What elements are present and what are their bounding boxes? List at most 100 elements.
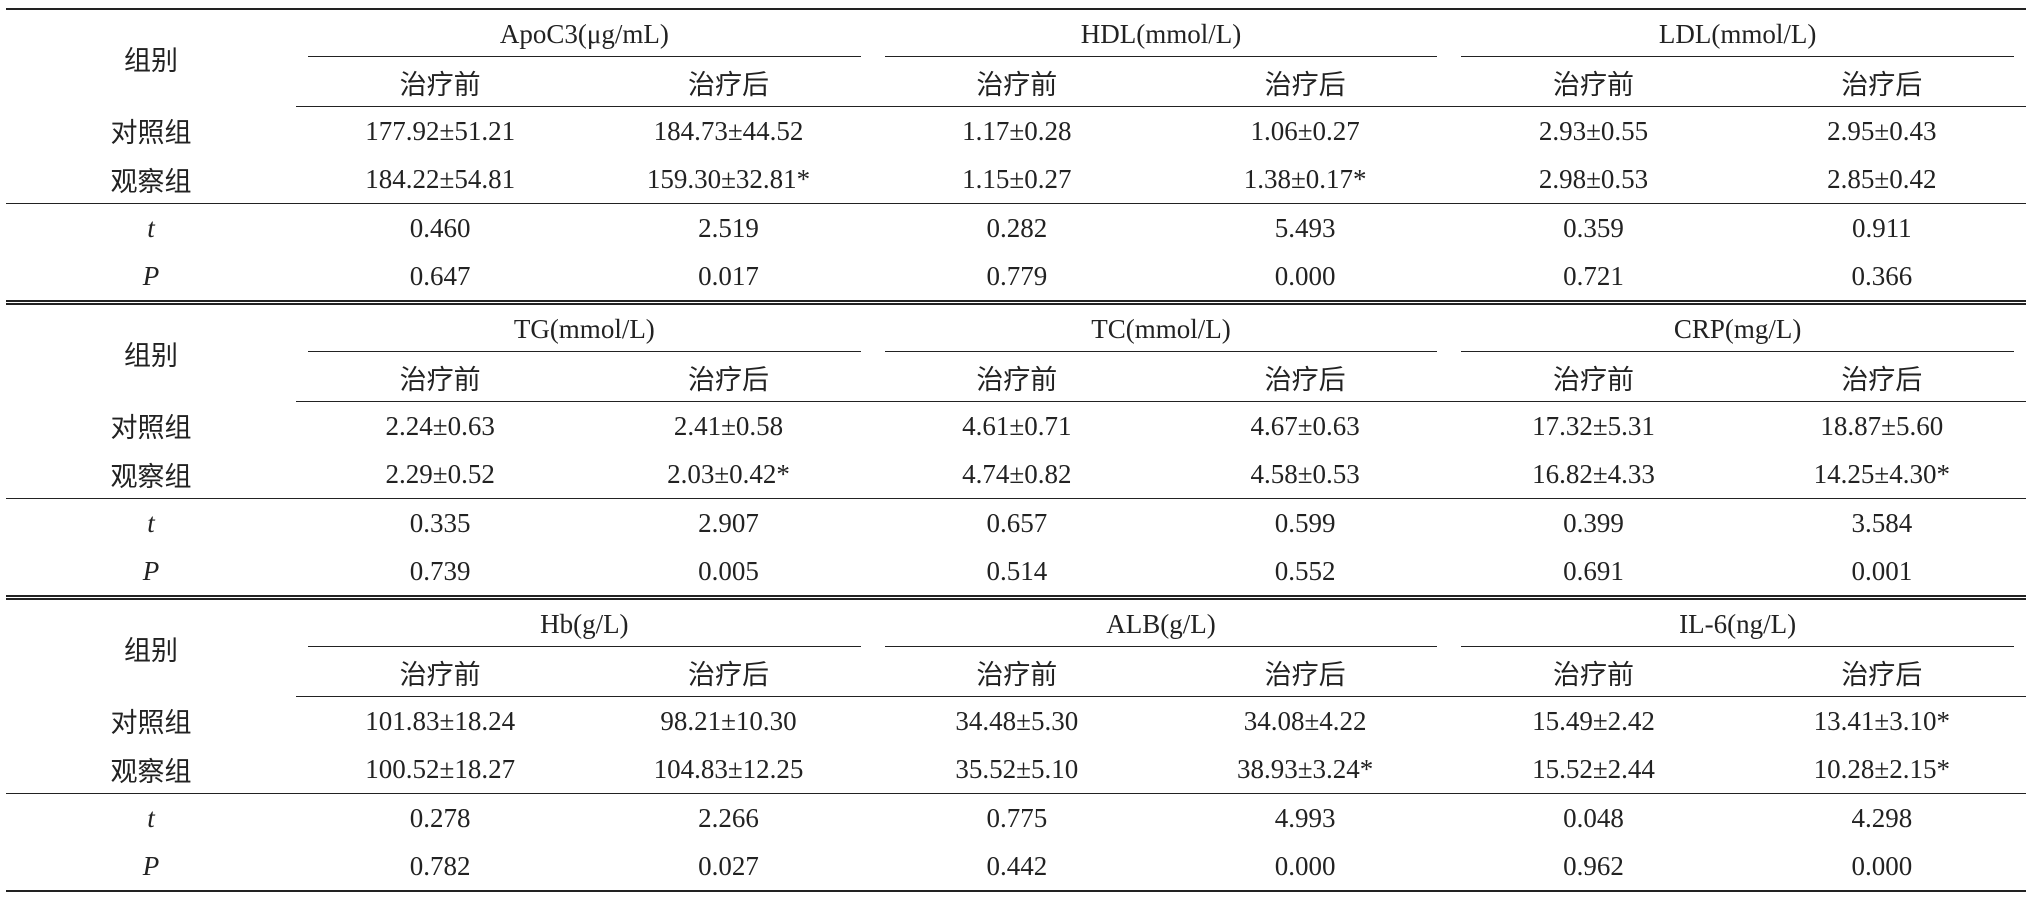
cell: 34.08±4.22 [1243,705,1367,736]
subheader: 治疗后 [1737,353,2026,402]
cell: 14.25±4.30* [1737,450,2026,499]
cell: 2.85±0.42 [1737,155,2026,204]
cell: 2.907 [698,507,759,538]
cell: 2.41±0.58 [673,410,784,441]
subheader: 治疗前 [296,648,585,697]
cell: 0.001 [1737,547,2026,600]
subheader-row: 治疗前 治疗后 治疗前 治疗后 治疗前 治疗后 [6,58,2026,107]
cell: 3.584 [1851,507,1913,538]
metric-label: IL-6(ng/L) [1461,602,2014,647]
data-row: t 0.335 2.907 0.657 0.599 0.399 3.584 [6,499,2026,548]
cell: 17.32±5.31 [1532,410,1655,441]
cell: 0.962 [1449,842,1738,892]
cell: 0.775 [986,802,1048,833]
cell: 2.95±0.43 [1827,115,1937,146]
cell: 0.514 [872,547,1161,600]
cell: 10.28±2.15* [1737,745,2026,794]
cell: 4.61±0.71 [962,410,1072,441]
cell: 5.493 [1274,212,1336,243]
row-label: 观察组 [6,745,296,794]
cell: 0.442 [872,842,1161,892]
metric-header: ApoC3(μg/mL) [296,8,873,58]
subheader: 治疗前 [872,353,1161,402]
table-block: 组别 Hb(g/L) ALB(g/L) IL-6(ng/L) 治疗前 治疗后 治疗前 治疗后治… [6,598,2026,892]
subheader: 治疗后 [1160,648,1450,697]
cell: 4.298 [1851,802,1913,833]
cell: 16.82±4.33 [1449,450,1738,499]
cell: 177.92±51.21 [365,115,516,146]
subheader: 治疗后 [584,58,873,107]
data-row: P 0.739 0.005 0.514 0.552 0.691 0.001 [6,547,2026,600]
cell: 0.366 [1737,252,2026,305]
cell: 0.335 [409,507,471,538]
metric-label: ApoC3(μg/mL) [308,12,861,57]
cell: 0.460 [409,212,471,243]
cell: 100.52±18.27 [296,745,585,794]
subheader: 治疗前 [872,58,1161,107]
subheader: 治疗后 [584,353,873,402]
metric-label: ALB(g/L) [884,602,1438,647]
results-table: 组别 ApoC3(μg/mL) HDL(mmol/L) LDL(mmol/L) 治疗前治… [6,8,2026,892]
row-label: 观察组 [6,155,296,204]
cell: 0.278 [409,802,471,833]
subheader-row: 治疗前 治疗后 治疗前 治疗后 治疗前 治疗后 [6,648,2026,697]
metric-header: TC(mmol/L) [873,303,1450,354]
subheader: 治疗后 [1737,648,2026,697]
row-label: 对照组 [110,708,192,739]
row-label: t [147,507,155,538]
cell: 4.67±0.63 [1250,410,1360,441]
cell: 2.98±0.53 [1449,155,1738,204]
group-header: 组别 [124,635,178,666]
row-label: 对照组 [110,413,192,444]
subheader: 治疗前 [1449,353,1738,402]
subheader-row: 治疗前 治疗后 治疗前 治疗后 治疗前 治疗后 [6,353,2026,402]
metric-label: TG(mmol/L) [308,307,861,352]
subheader: 治疗前 [296,58,585,107]
cell: 2.266 [698,802,759,833]
subheader: 治疗前 [872,648,1161,697]
metric-label: LDL(mmol/L) [1461,12,2014,57]
metric-label: TC(mmol/L) [884,307,1438,352]
data-row: 对照组 2.24±0.63 2.41±0.58 4.61±0.71 4.67±0.63 1… [6,402,2026,451]
cell: 0.599 [1274,507,1336,538]
data-row: t 0.460 2.519 0.282 5.493 0.359 0.911 [6,204,2026,253]
data-row: 对照组 177.92±51.21 184.73±44.52 1.17±0.28 1.06… [6,107,2026,156]
subheader: 治疗后 [584,648,873,697]
cell: 38.93±3.24* [1160,745,1450,794]
table-block: 组别 ApoC3(μg/mL) HDL(mmol/L) LDL(mmol/L) 治疗前治… [6,8,2026,305]
data-row: P 0.782 0.027 0.442 0.000 0.962 0.000 [6,842,2026,892]
cell: 0.739 [296,547,585,600]
cell: 0.779 [872,252,1161,305]
subheader: 治疗后 [1160,58,1450,107]
row-label: 对照组 [110,118,192,149]
header-row: 组别 ApoC3(μg/mL) HDL(mmol/L) LDL(mmol/L) [6,8,2026,107]
metric-header: IL-6(ng/L) [1449,598,2026,649]
data-row: P 0.647 0.017 0.779 0.000 0.721 0.366 [6,252,2026,305]
row-label: t [147,212,155,243]
group-header: 组别 [124,340,178,371]
cell: 159.30±32.81* [584,155,873,204]
cell: 0.911 [1851,212,1912,243]
metric-header: TG(mmol/L) [296,303,873,354]
cell: 98.21±10.30 [660,705,797,736]
data-row: 对照组 101.83±18.24 98.21±10.30 34.48±5.30 34.0… [6,697,2026,746]
cell: 0.000 [1160,842,1450,892]
cell: 0.721 [1449,252,1738,305]
row-label: P [6,842,296,892]
cell: 0.000 [1737,842,2026,892]
cell: 0.647 [296,252,585,305]
cell: 35.52±5.10 [872,745,1161,794]
cell: 104.83±12.25 [584,745,873,794]
group-header: 组别 [6,8,296,107]
subheader: 治疗后 [1160,353,1450,402]
cell: 0.282 [986,212,1048,243]
cell: 184.22±54.81 [296,155,585,204]
cell: 1.15±0.27 [872,155,1161,204]
data-row: 观察组 100.52±18.27 104.83±12.25 35.52±5.10 38.… [6,745,2026,794]
data-row: 观察组 184.22±54.81 159.30±32.81* 1.15±0.27 1.3… [6,155,2026,204]
cell: 2.03±0.42* [584,450,873,499]
cell: 1.06±0.27 [1250,115,1360,146]
cell: 4.74±0.82 [872,450,1161,499]
subheader: 治疗前 [296,353,585,402]
